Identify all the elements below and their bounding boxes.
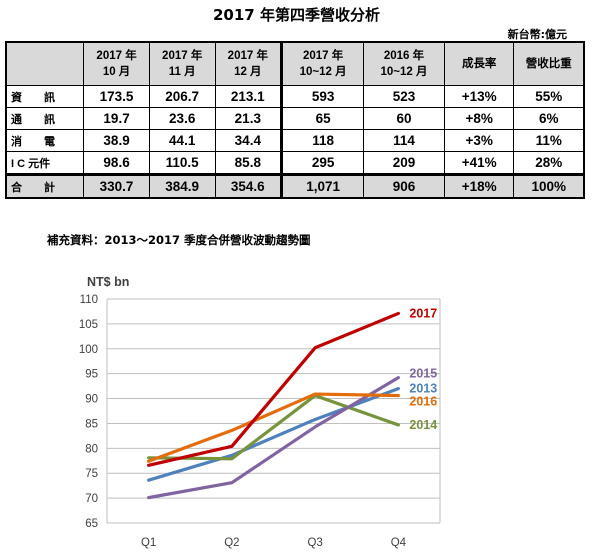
column-header: 營收比重: [514, 43, 583, 86]
table-row: 資 訊 173.5 206.7 213.1 593 523 +13% 55%: [7, 86, 583, 108]
y-tick-label: 105: [79, 319, 98, 331]
revenue-table: 2017 年 10 月 2017 年 11 月 2017 年 12 月 2017 年 10~1…: [5, 41, 585, 199]
table-cell: 65: [281, 108, 365, 130]
row-label: 合 計: [7, 174, 85, 197]
table-cell: 28%: [514, 152, 583, 174]
column-header: 成長率: [444, 43, 515, 86]
table-cell: 100%: [514, 174, 583, 197]
table-cell: 21.3: [215, 108, 282, 130]
table-cell: 11%: [514, 130, 583, 152]
total-row: 合 計 330.7 384.9 354.6 1,071 906 +18% 100%: [7, 174, 583, 197]
table-cell: 213.1: [215, 86, 282, 108]
y-axis-label: NT$ bn: [87, 275, 129, 289]
table-cell: 118: [281, 130, 365, 152]
table-cell: +13%: [444, 86, 515, 108]
table-cell: 209: [364, 152, 445, 174]
table-cell: 523: [364, 86, 445, 108]
header-blank: [7, 43, 85, 86]
table-cell: 60: [364, 108, 445, 130]
y-tick-label: 85: [85, 418, 98, 430]
row-label: 消 電: [7, 130, 85, 152]
series-label-2017: 2017: [409, 306, 437, 320]
table-cell: 98.6: [84, 152, 150, 174]
table-cell: 593: [281, 86, 365, 108]
y-tick-label: 110: [80, 294, 98, 306]
y-tick-label: 80: [85, 443, 98, 455]
y-tick-label: 95: [85, 369, 98, 381]
table-cell: 906: [364, 174, 445, 197]
table-cell: 173.5: [84, 86, 150, 108]
table-cell: 114: [364, 130, 445, 152]
column-header: 2016 年 10~12 月: [364, 43, 445, 86]
supplement-title: 補充資料：2013～2017 季度合併營收波動趨勢圖: [47, 233, 311, 247]
column-header: 2017 年 10 月: [84, 43, 150, 86]
table-cell: 295: [281, 152, 365, 174]
series-line-2015: [147, 376, 400, 500]
table-cell: +18%: [444, 174, 515, 197]
series-label-2015: 2015: [409, 367, 437, 381]
table-cell: +3%: [444, 130, 515, 152]
y-tick-label: 100: [79, 344, 98, 356]
page-title: 2017 年第四季營收分析: [213, 6, 380, 24]
table-cell: 85.8: [215, 152, 282, 174]
y-tick-label: 90: [85, 394, 98, 406]
unit-note: 新台幣:億元: [507, 28, 567, 41]
table-cell: 55%: [514, 86, 583, 108]
column-header: 2017 年 12 月: [215, 43, 282, 86]
table-cell: +8%: [444, 108, 515, 130]
series-label-2016: 2016: [409, 395, 437, 409]
table-cell: 44.1: [149, 130, 216, 152]
table-cell: 38.9: [84, 130, 150, 152]
table-cell: 110.5: [149, 152, 216, 174]
table-row: I C 元件 98.6 110.5 85.8 295 209 +41% 28%: [7, 152, 583, 174]
series-line-2013: [147, 387, 400, 482]
series-label-2013: 2013: [409, 382, 437, 396]
table-cell: 19.7: [84, 108, 150, 130]
y-tick-label: 70: [85, 493, 98, 505]
series-line-2014: [147, 393, 400, 461]
y-tick-label: 65: [85, 518, 98, 530]
table-cell: 34.4: [215, 130, 282, 152]
column-header: 2017 年 10~12 月: [281, 43, 365, 86]
series-line-2017: [147, 311, 400, 467]
revenue-trend-chart: 65 70 75 80 85 90 95 100 105 110 Q1 Q2 Q3 Q4 NT$ bn 201…: [79, 275, 441, 549]
series-line-2016: [147, 392, 400, 463]
table-cell: 23.6: [149, 108, 216, 130]
table-cell: +41%: [444, 152, 515, 174]
series-label-2014: 2014: [409, 418, 437, 432]
row-label: I C 元件: [7, 152, 85, 174]
x-tick-label: Q3: [307, 537, 322, 549]
table-cell: 6%: [514, 108, 583, 130]
row-label: 通 訊: [7, 108, 85, 130]
table-row: 通 訊 19.7 23.6 21.3 65 60 +8% 6%: [7, 108, 583, 130]
table-cell: 354.6: [215, 174, 282, 197]
table-row: 消 電 38.9 44.1 34.4 118 114 +3% 11%: [7, 130, 583, 152]
table-cell: 206.7: [149, 86, 216, 108]
table-header-row: 2017 年 10 月 2017 年 11 月 2017 年 12 月 2017 年 10~1…: [7, 43, 583, 86]
x-tick-label: Q1: [141, 537, 156, 549]
table-cell: 1,071: [281, 174, 365, 197]
x-tick-label: Q2: [224, 537, 239, 549]
column-header: 2017 年 11 月: [149, 43, 216, 86]
row-label: 資 訊: [7, 86, 85, 108]
table-cell: 330.7: [84, 174, 150, 197]
x-tick-label: Q4: [391, 537, 407, 549]
y-tick-label: 75: [85, 468, 98, 480]
table-cell: 384.9: [149, 174, 216, 197]
